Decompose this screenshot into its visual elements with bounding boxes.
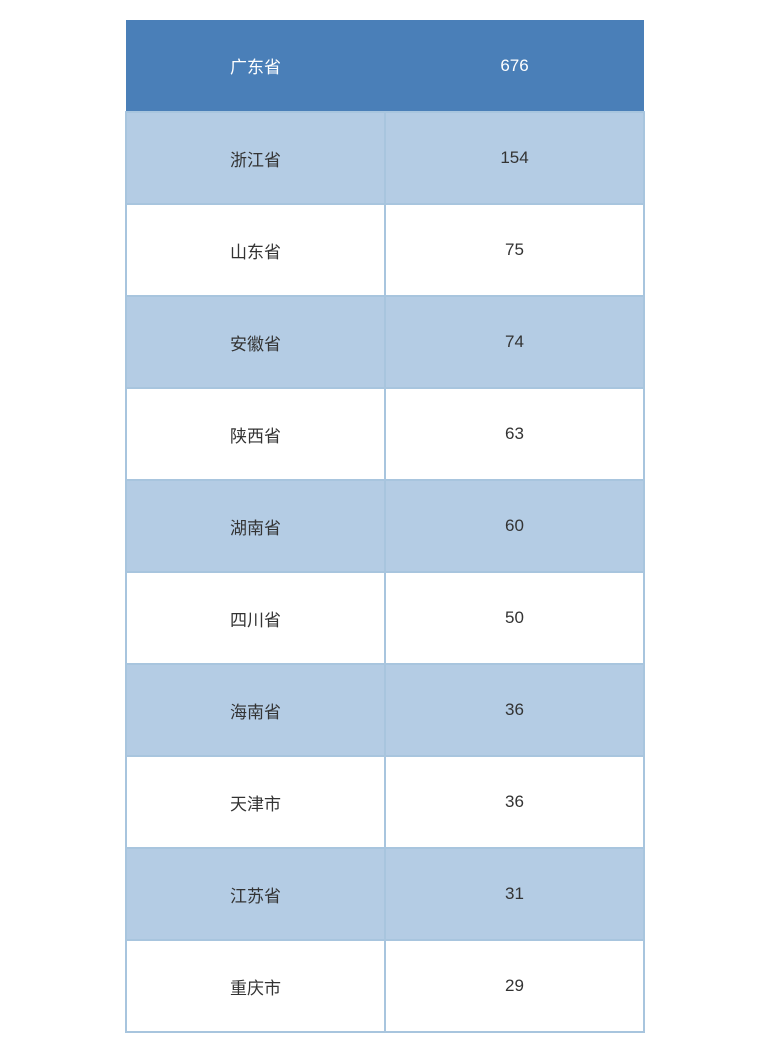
table-row: 山东省 75 [126, 204, 644, 296]
value-cell: 50 [385, 572, 644, 664]
province-cell: 山东省 [126, 204, 385, 296]
value-cell: 36 [385, 756, 644, 848]
province-cell: 四川省 [126, 572, 385, 664]
province-cell: 湖南省 [126, 480, 385, 572]
province-table: 广东省 676 浙江省 154 山东省 75 安徽省 74 陕西省 63 湖南省… [125, 20, 645, 1033]
province-cell: 陕西省 [126, 388, 385, 480]
province-cell: 海南省 [126, 664, 385, 756]
table-row: 浙江省 154 [126, 112, 644, 204]
value-cell: 63 [385, 388, 644, 480]
table-row: 天津市 36 [126, 756, 644, 848]
table-row: 湖南省 60 [126, 480, 644, 572]
province-cell: 安徽省 [126, 296, 385, 388]
value-cell: 74 [385, 296, 644, 388]
table-row: 四川省 50 [126, 572, 644, 664]
table-row: 陕西省 63 [126, 388, 644, 480]
table-body: 广东省 676 浙江省 154 山东省 75 安徽省 74 陕西省 63 湖南省… [126, 20, 644, 1032]
province-cell: 浙江省 [126, 112, 385, 204]
province-cell: 天津市 [126, 756, 385, 848]
header-province-cell: 广东省 [126, 20, 385, 112]
table-header-row: 广东省 676 [126, 20, 644, 112]
value-cell: 36 [385, 664, 644, 756]
value-cell: 75 [385, 204, 644, 296]
value-cell: 60 [385, 480, 644, 572]
province-cell: 重庆市 [126, 940, 385, 1032]
table-row: 海南省 36 [126, 664, 644, 756]
value-cell: 31 [385, 848, 644, 940]
value-cell: 29 [385, 940, 644, 1032]
header-value-cell: 676 [385, 20, 644, 112]
table-row: 江苏省 31 [126, 848, 644, 940]
table-row: 安徽省 74 [126, 296, 644, 388]
province-cell: 江苏省 [126, 848, 385, 940]
value-cell: 154 [385, 112, 644, 204]
table-row: 重庆市 29 [126, 940, 644, 1032]
